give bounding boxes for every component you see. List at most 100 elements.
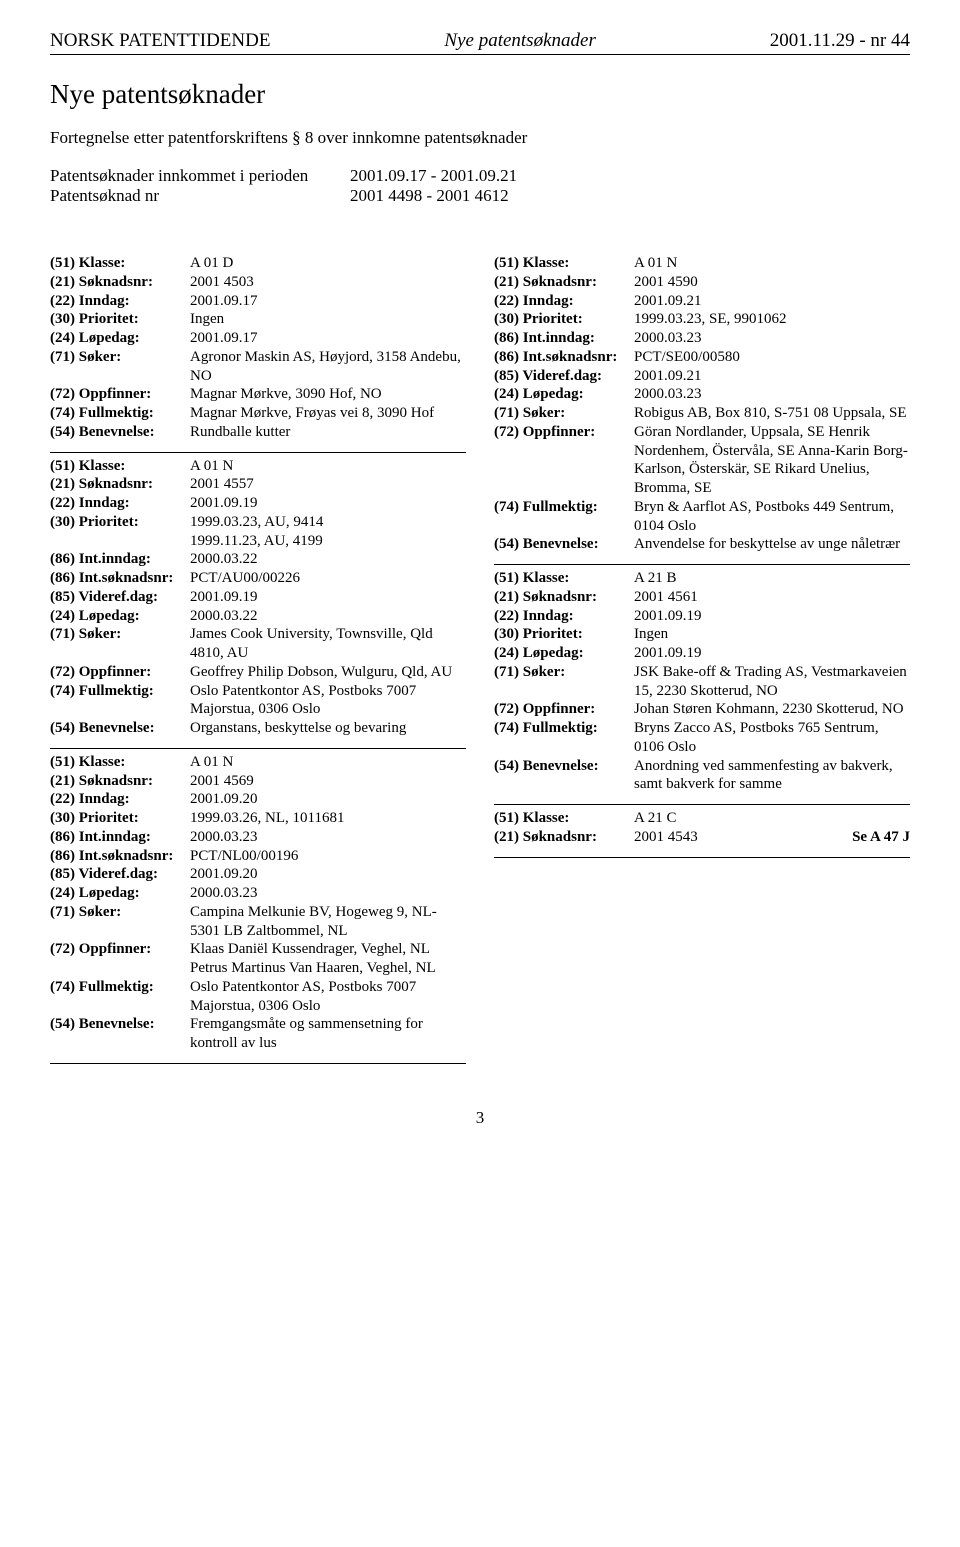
field-label: (86) Int.søknadsnr:: [50, 569, 190, 588]
field-label: (21) Søknadsnr:: [494, 588, 634, 607]
period-label-2: Patentsøknad nr: [50, 186, 350, 206]
field-label: (51) Klasse:: [494, 809, 634, 828]
field-label: (30) Prioritet:: [494, 310, 634, 329]
field-label: (24) Løpedag:: [494, 644, 634, 663]
field-value: 2000.03.22: [190, 550, 466, 569]
field-value: 1999.03.26, NL, 1011681: [190, 809, 466, 828]
field-row: (54) Benevnelse:Anvendelse for beskyttel…: [494, 535, 910, 554]
field-row: (22) Inndag:2001.09.21: [494, 292, 910, 311]
field-label: (74) Fullmektig:: [50, 682, 190, 720]
field-label: (71) Søker:: [50, 348, 190, 386]
header-center: Nye patentsøknader: [444, 30, 595, 52]
field-value: Robigus AB, Box 810, S-751 08 Uppsala, S…: [634, 404, 910, 423]
field-row: (72) Oppfinner:Johan Støren Kohmann, 223…: [494, 700, 910, 719]
field-row: (85) Videref.dag:2001.09.19: [50, 588, 466, 607]
field-row: (86) Int.inndag:2000.03.23: [50, 828, 466, 847]
field-row: (71) Søker:Campina Melkunie BV, Hogeweg …: [50, 903, 466, 941]
field-value: Johan Støren Kohmann, 2230 Skotterud, NO: [634, 700, 910, 719]
field-value: A 01 N: [190, 457, 466, 476]
field-value: A 21 C: [634, 809, 910, 828]
field-row: (72) Oppfinner:Göran Nordlander, Uppsala…: [494, 423, 910, 498]
page-header: NORSK PATENTTIDENDE Nye patentsøknader 2…: [50, 30, 910, 55]
field-label: (74) Fullmektig:: [50, 404, 190, 423]
field-label: (71) Søker:: [494, 404, 634, 423]
field-label: (21) Søknadsnr:: [494, 273, 634, 292]
field-row: (24) Løpedag:2001.09.17: [50, 329, 466, 348]
field-row: (74) Fullmektig:Magnar Mørkve, Frøyas ve…: [50, 404, 466, 423]
field-row: (71) Søker:JSK Bake-off & Trading AS, Ve…: [494, 663, 910, 701]
field-label: (30) Prioritet:: [50, 809, 190, 828]
field-row: (85) Videref.dag:2001.09.20: [50, 865, 466, 884]
patent-entry: (51) Klasse:A 01 N(21) Søknadsnr:2001 45…: [50, 457, 466, 749]
field-value: A 01 D: [190, 254, 466, 273]
field-row: (72) Oppfinner:Magnar Mørkve, 3090 Hof, …: [50, 385, 466, 404]
field-value: 2001 4557: [190, 475, 466, 494]
field-row: (54) Benevnelse:Organstans, beskyttelse …: [50, 719, 466, 738]
field-row: (71) Søker:Agronor Maskin AS, Høyjord, 3…: [50, 348, 466, 386]
field-value: Agronor Maskin AS, Høyjord, 3158 Andebu,…: [190, 348, 466, 386]
field-value: Anordning ved sammenfesting av bakverk, …: [634, 757, 910, 795]
period-block: Patentsøknader innkommet i perioden 2001…: [50, 166, 910, 206]
field-row: (22) Inndag:2001.09.17: [50, 292, 466, 311]
field-value: 2001.09.20: [190, 865, 466, 884]
field-row: (51) Klasse:A 01 N: [494, 254, 910, 273]
patent-entry: (51) Klasse:A 01 N(21) Søknadsnr:2001 45…: [50, 753, 466, 1064]
field-value: 2001.09.21: [634, 367, 910, 386]
field-row: (54) Benevnelse:Anordning ved sammenfest…: [494, 757, 910, 795]
field-row: (21) Søknadsnr:2001 4569: [50, 772, 466, 791]
field-row: (85) Videref.dag:2001.09.21: [494, 367, 910, 386]
patent-entry: (51) Klasse:A 01 N(21) Søknadsnr:2001 45…: [494, 254, 910, 565]
field-label: (74) Fullmektig:: [494, 719, 634, 757]
field-row: (74) Fullmektig:Bryns Zacco AS, Postboks…: [494, 719, 910, 757]
field-row: (30) Prioritet:Ingen: [50, 310, 466, 329]
field-row: (71) Søker:James Cook University, Townsv…: [50, 625, 466, 663]
field-value: JSK Bake-off & Trading AS, Vestmarkaveie…: [634, 663, 910, 701]
field-row: (30) Prioritet:1999.03.26, NL, 1011681: [50, 809, 466, 828]
field-row: (54) Benevnelse:Rundballe kutter: [50, 423, 466, 442]
period-value-1: 2001.09.17 - 2001.09.21: [350, 166, 517, 186]
field-label: (71) Søker:: [494, 663, 634, 701]
field-value: James Cook University, Townsville, Qld 4…: [190, 625, 466, 663]
field-label: (51) Klasse:: [494, 254, 634, 273]
page-subtitle: Fortegnelse etter patentforskriftens § 8…: [50, 128, 910, 148]
field-value: 2001.09.20: [190, 790, 466, 809]
field-row: (51) Klasse:A 01 N: [50, 457, 466, 476]
field-label: (54) Benevnelse:: [494, 535, 634, 554]
field-value: 2000.03.23: [190, 828, 466, 847]
field-label: [50, 532, 190, 551]
page-title: Nye patentsøknader: [50, 79, 910, 110]
field-row: 1999.11.23, AU, 4199: [50, 532, 466, 551]
field-row: (86) Int.inndag:2000.03.22: [50, 550, 466, 569]
field-value: 2001 4503: [190, 273, 466, 292]
field-label: (74) Fullmektig:: [494, 498, 634, 536]
field-value: PCT/AU00/00226: [190, 569, 466, 588]
field-label: (54) Benevnelse:: [50, 719, 190, 738]
header-right: 2001.11.29 - nr 44: [770, 30, 910, 52]
field-row: (21) Søknadsnr:2001 4503: [50, 273, 466, 292]
field-label: (72) Oppfinner:: [50, 385, 190, 404]
period-value-2: 2001 4498 - 2001 4612: [350, 186, 509, 206]
field-label: (54) Benevnelse:: [50, 423, 190, 442]
left-column: (51) Klasse:A 01 D(21) Søknadsnr:2001 45…: [50, 254, 466, 1068]
field-value: A 01 N: [190, 753, 466, 772]
field-value: 2001.09.19: [634, 644, 910, 663]
field-row: (21) Søknadsnr:2001 4590: [494, 273, 910, 292]
field-row: (24) Løpedag:2000.03.23: [50, 884, 466, 903]
field-label: (51) Klasse:: [494, 569, 634, 588]
field-label: (85) Videref.dag:: [50, 865, 190, 884]
field-label: (85) Videref.dag:: [50, 588, 190, 607]
field-value: Magnar Mørkve, 3090 Hof, NO: [190, 385, 466, 404]
field-label: (22) Inndag:: [50, 292, 190, 311]
field-row: (86) Int.søknadsnr:PCT/SE00/00580: [494, 348, 910, 367]
field-value: Göran Nordlander, Uppsala, SE Henrik Nor…: [634, 423, 910, 498]
field-row: (71) Søker:Robigus AB, Box 810, S-751 08…: [494, 404, 910, 423]
field-value: 2000.03.22: [190, 607, 466, 626]
field-value: 2001.09.19: [190, 494, 466, 513]
field-row: (22) Inndag:2001.09.19: [50, 494, 466, 513]
field-row: (22) Inndag:2001.09.19: [494, 607, 910, 626]
field-label: (72) Oppfinner:: [494, 700, 634, 719]
field-row: (24) Løpedag:2001.09.19: [494, 644, 910, 663]
field-value: 2001.09.19: [190, 588, 466, 607]
field-row: (21) Søknadsnr:2001 4543Se A 47 J: [494, 828, 910, 847]
field-value: 2000.03.23: [190, 884, 466, 903]
